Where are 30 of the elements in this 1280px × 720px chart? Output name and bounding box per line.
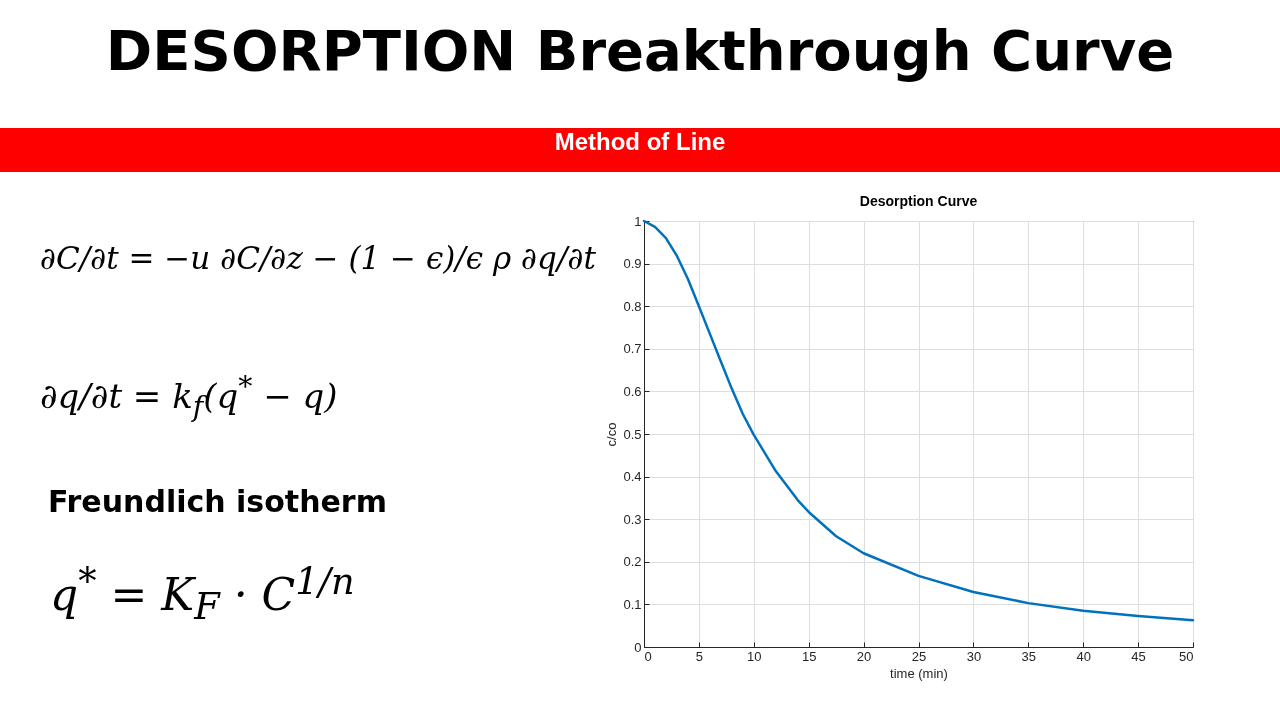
text: q$^{*}$ = K$_{F}$ · C$^{1/n}$ — [50, 560, 355, 629]
text: Freundlich isotherm — [48, 484, 387, 519]
y-tick-label: 0.3 — [623, 511, 642, 527]
y-tick-label: 0.8 — [623, 298, 642, 314]
chart-title: Desorption Curve — [859, 193, 978, 209]
x-axis-title: time (min) — [890, 665, 948, 681]
x-tick-label: 5 — [695, 648, 704, 664]
y-tick-label: 0.6 — [623, 383, 642, 399]
y-tick-label: 0.2 — [623, 554, 642, 570]
text: Method of Line — [0, 128, 1280, 172]
text: DESORPTION Breakthrough Curve — [104, 18, 1176, 83]
y-axis-title: c/co — [604, 422, 620, 447]
y-tick-label: 1 — [634, 213, 642, 229]
y-tick-label: 0.5 — [623, 426, 642, 442]
x-tick-label: 10 — [747, 648, 762, 664]
y-tick-label: 0.7 — [623, 341, 642, 357]
text: ∂q/∂t = k$_{f}$(q$^{*}$ − q) — [40, 370, 338, 424]
x-tick-label: 50 — [1179, 648, 1194, 664]
x-tick-label: 15 — [801, 648, 817, 664]
text: ∂C/∂t = −u ∂C/∂z − (1 − ϵ)/ϵ ρ ∂q/∂t — [40, 240, 596, 276]
x-tick-label: 30 — [966, 648, 982, 664]
x-tick-label: 0 — [644, 648, 652, 664]
x-tick-label: 45 — [1131, 648, 1146, 664]
x-tick-label: 20 — [856, 648, 872, 664]
x-tick-label: 25 — [911, 648, 927, 664]
x-tick-label: 40 — [1076, 648, 1091, 664]
y-tick-label: 0.9 — [623, 256, 642, 272]
y-tick-label: 0.1 — [623, 596, 642, 612]
x-tick-label: 35 — [1021, 648, 1037, 664]
y-tick-label: 0.4 — [623, 469, 642, 485]
